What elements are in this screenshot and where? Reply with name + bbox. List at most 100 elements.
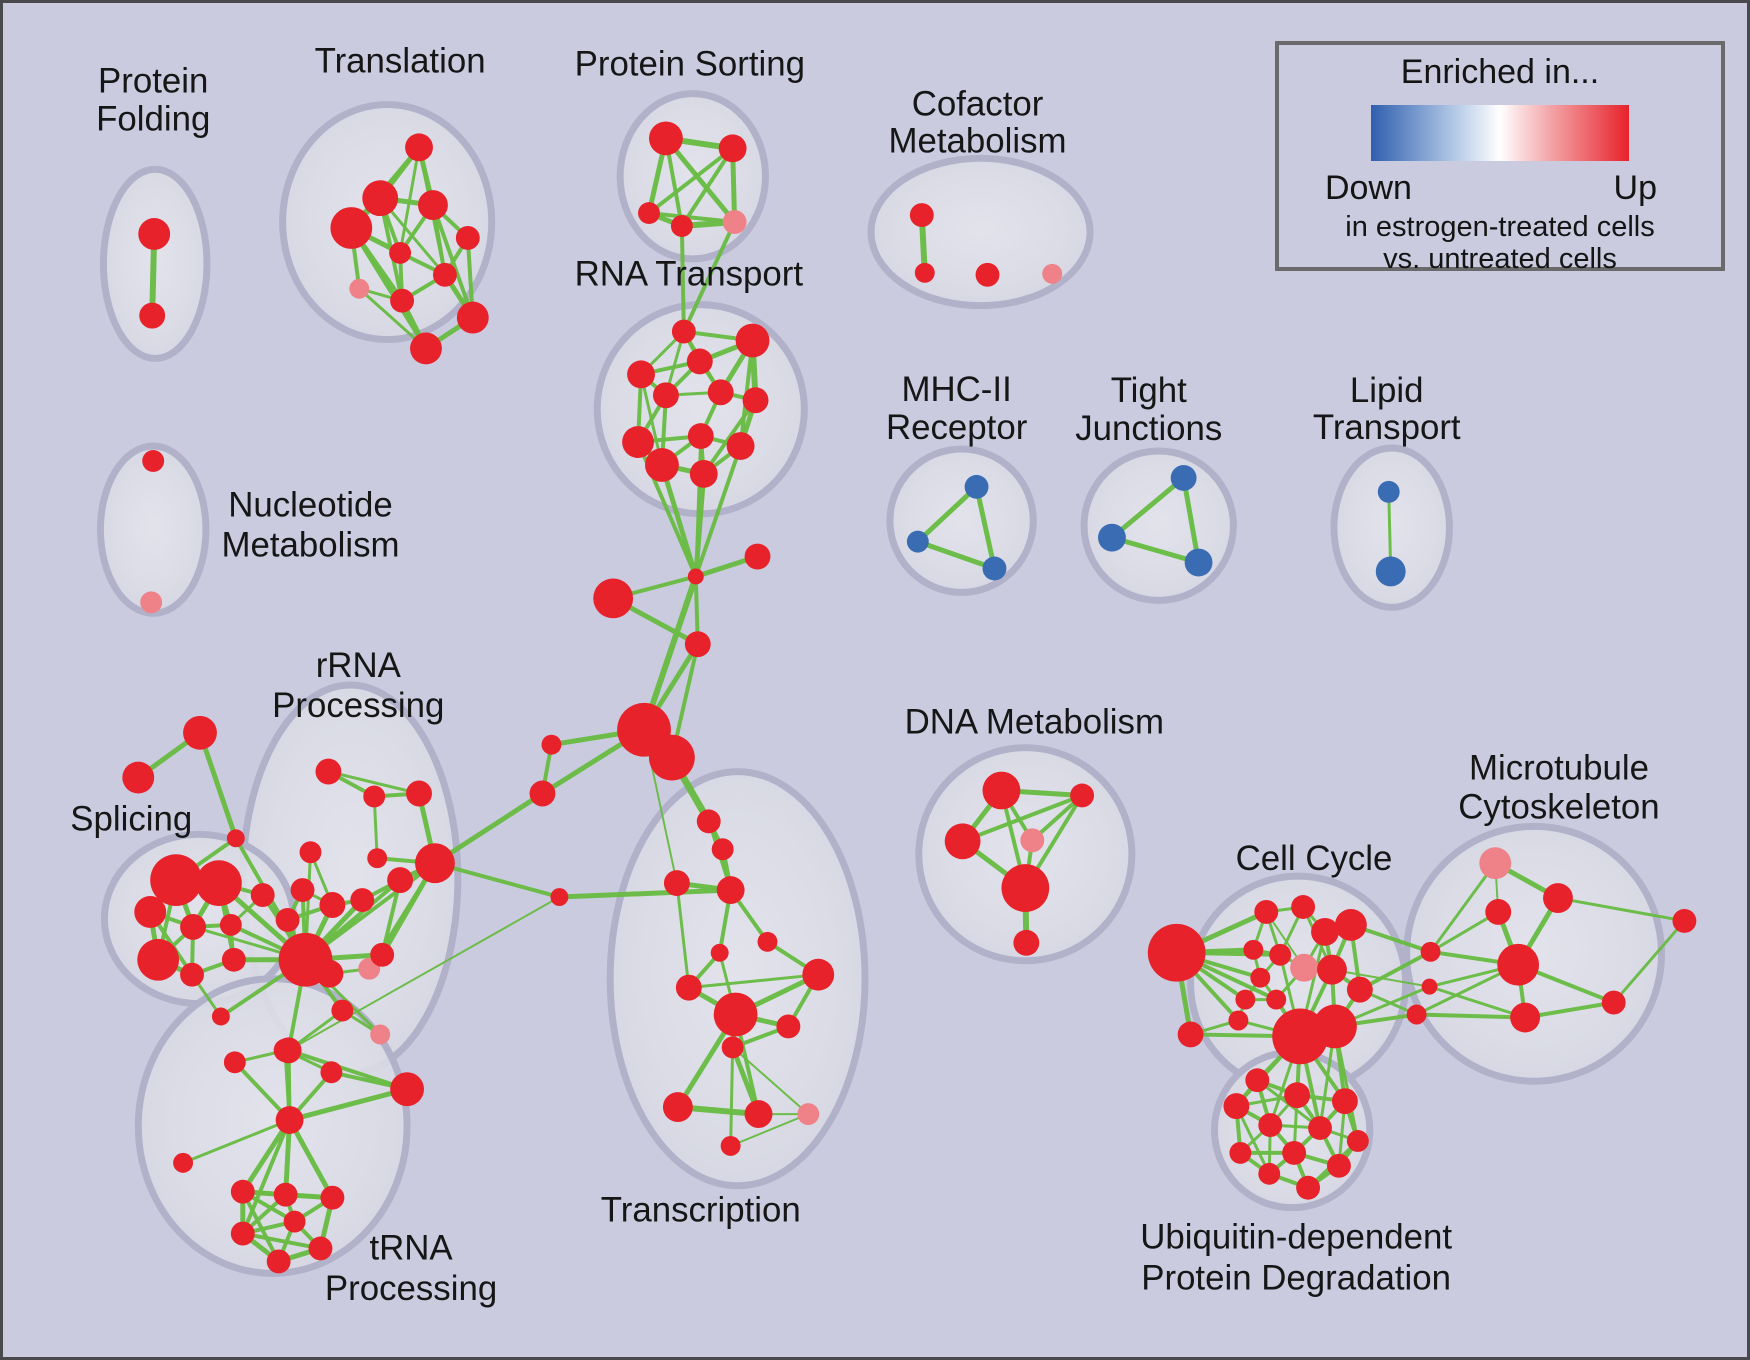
gene-set-node-tr3 bbox=[330, 207, 373, 249]
gene-set-node-tc1 bbox=[675, 974, 702, 1001]
cluster-label-nucleotide-metabolism: Nucleotide bbox=[228, 486, 393, 525]
edge-cn1-hub1 bbox=[641, 575, 699, 731]
edge-tc9-tc8 bbox=[730, 1113, 809, 1147]
gene-set-node-dn5 bbox=[1001, 864, 1050, 912]
cluster-label-mhc-ii-receptor: MHC-II bbox=[901, 370, 1011, 409]
gene-set-node-ps3 bbox=[638, 202, 660, 225]
edge-j2-mt5 bbox=[1429, 985, 1526, 1019]
gene-set-node-ub8 bbox=[1229, 1141, 1252, 1164]
gene-set-node-ps1 bbox=[649, 121, 683, 156]
gene-set-node-rt5 bbox=[652, 382, 679, 409]
gene-set-node-rr19 bbox=[173, 1152, 194, 1173]
gene-set-node-tc6 bbox=[662, 1092, 693, 1123]
gene-set-node-j2 bbox=[1421, 978, 1438, 995]
gene-set-node-tp6 bbox=[273, 1182, 298, 1207]
edge-tj1-tj3 bbox=[1181, 477, 1202, 563]
edge-tc5-tc8 bbox=[731, 1046, 809, 1115]
gene-set-node-cf3 bbox=[975, 262, 1000, 287]
edge-rt10-cn1 bbox=[694, 436, 703, 577]
cluster-label-nucleotide-metabolism: Metabolism bbox=[221, 526, 399, 565]
gene-set-node-tp10 bbox=[266, 1249, 291, 1274]
gene-set-node-dn3 bbox=[944, 823, 981, 860]
edge-rt7-rt12 bbox=[702, 399, 758, 476]
gene-set-node-ta1 bbox=[183, 715, 217, 750]
node-layer bbox=[122, 121, 1697, 1274]
gene-set-node-mt7 bbox=[1672, 908, 1697, 933]
gene-set-node-rr7 bbox=[387, 867, 414, 894]
gene-set-node-ub4 bbox=[1331, 1088, 1358, 1115]
gene-set-node-hub2 bbox=[649, 734, 695, 781]
edge-mt5-mt6 bbox=[1524, 1000, 1615, 1020]
gene-set-node-nu2 bbox=[140, 591, 163, 614]
legend-subtitle-2: vs. untreated cells bbox=[1383, 243, 1617, 275]
gene-set-node-tp0 bbox=[275, 1106, 304, 1134]
cluster-label-protein-folding: Folding bbox=[96, 99, 210, 138]
cluster-label-microtubule-cytoskeleton: Microtubule bbox=[1469, 749, 1649, 788]
gene-set-node-mt1 bbox=[1479, 847, 1512, 880]
edge-mt2-mt7 bbox=[1557, 896, 1685, 923]
edge-ta1-ta3 bbox=[197, 731, 239, 840]
gene-set-node-rt8 bbox=[622, 426, 654, 458]
gene-set-node-tr8 bbox=[349, 278, 370, 299]
gene-set-node-sp5 bbox=[219, 913, 242, 936]
edge-rr13-rr6 bbox=[304, 861, 437, 962]
edge-j3-mt5 bbox=[1416, 1012, 1526, 1020]
gene-set-node-tp4 bbox=[390, 1072, 424, 1107]
gene-set-node-tp1 bbox=[223, 1051, 246, 1074]
gene-set-node-sp7 bbox=[180, 962, 204, 987]
gene-set-node-rr11 bbox=[275, 907, 300, 932]
gene-set-node-cn3 bbox=[593, 578, 634, 619]
edge-mh1-mh2 bbox=[916, 485, 979, 544]
gene-set-node-rr16 bbox=[370, 1024, 391, 1045]
gene-set-node-ub11 bbox=[1326, 1153, 1351, 1178]
cluster-label-ubiquitin-degradation: Ubiquitin-dependent bbox=[1140, 1217, 1452, 1256]
gene-set-node-tr2 bbox=[362, 180, 399, 217]
cluster-label-microtubule-cytoskeleton: Cytoskeleton bbox=[1458, 787, 1659, 826]
legend-down-label: Down bbox=[1325, 169, 1412, 207]
gene-set-node-tr9 bbox=[390, 288, 415, 313]
gene-set-node-ta3 bbox=[226, 829, 245, 848]
gene-set-node-sp3 bbox=[134, 896, 167, 928]
gene-set-node-tj1 bbox=[1170, 464, 1197, 491]
gene-set-node-tp7 bbox=[320, 1185, 345, 1210]
cluster-label-ubiquitin-degradation: Protein Degradation bbox=[1141, 1258, 1451, 1297]
edge-ps1-ps5 bbox=[664, 136, 737, 224]
cluster-lipid-transport bbox=[1330, 444, 1453, 611]
cluster-label-dna-metabolism: DNA Metabolism bbox=[905, 703, 1164, 742]
cluster-label-trna-processing: Processing bbox=[325, 1269, 497, 1308]
gene-set-node-mt6 bbox=[1601, 990, 1626, 1015]
gene-set-node-pf2 bbox=[139, 302, 166, 329]
cluster-label-cofactor-metabolism: Metabolism bbox=[889, 121, 1067, 160]
legend-endpoint-labels: Down Up bbox=[1325, 169, 1657, 208]
cluster-label-splicing: Splicing bbox=[70, 799, 192, 838]
edge-tp0-tp5 bbox=[240, 1118, 292, 1194]
gene-set-node-rt10 bbox=[687, 423, 714, 450]
gene-set-node-rr5 bbox=[367, 848, 388, 869]
gene-set-node-tp3 bbox=[320, 1061, 343, 1084]
gene-set-node-rr2 bbox=[363, 785, 386, 808]
cluster-protein-sorting bbox=[616, 90, 769, 263]
cluster-label-lipid-transport: Transport bbox=[1313, 408, 1461, 447]
cluster-label-tight-junctions: Junctions bbox=[1075, 409, 1222, 448]
gene-set-node-cc15 bbox=[1346, 976, 1373, 1003]
gene-set-node-sp2 bbox=[196, 860, 242, 906]
gene-set-node-ub7 bbox=[1346, 1130, 1369, 1152]
gene-set-node-j3 bbox=[1406, 1004, 1427, 1025]
gene-set-node-cn1 bbox=[687, 568, 704, 585]
gene-set-node-mt2 bbox=[1543, 883, 1573, 913]
legend-box: Enriched in... Down Up in estrogen-treat… bbox=[1275, 41, 1725, 275]
edge-tc1-tc2 bbox=[688, 973, 819, 990]
gene-set-node-tj3 bbox=[1184, 548, 1213, 577]
edge-ps2-ps3 bbox=[647, 146, 734, 215]
edge-tc9-tc5 bbox=[729, 1047, 735, 1146]
gene-set-node-sp8 bbox=[221, 947, 246, 972]
gene-set-node-dn1 bbox=[982, 771, 1021, 810]
gene-set-node-tp8 bbox=[283, 1210, 306, 1233]
gene-set-node-rt1 bbox=[671, 319, 696, 344]
edge-tp4-rr18 bbox=[287, 1048, 408, 1092]
cluster-label-rna-transport: RNA Transport bbox=[575, 255, 804, 294]
gene-set-node-ps2 bbox=[718, 134, 747, 163]
gene-set-node-rt2 bbox=[735, 323, 770, 358]
gene-set-node-t2 bbox=[711, 838, 734, 861]
gene-set-node-nu1 bbox=[142, 450, 165, 472]
